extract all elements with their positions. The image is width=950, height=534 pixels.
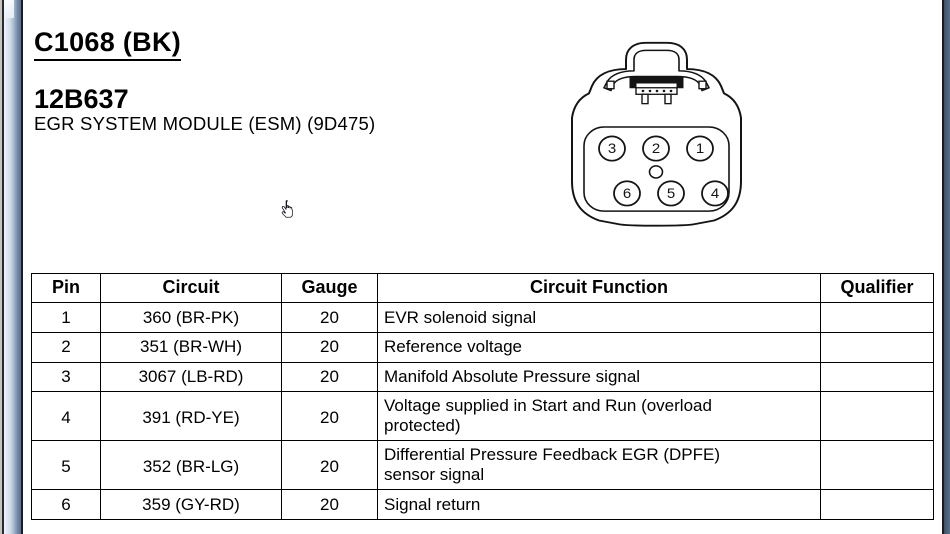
svg-text:5: 5 (667, 186, 675, 201)
svg-text:4: 4 (711, 186, 719, 201)
svg-text:6: 6 (623, 186, 631, 201)
svg-text:3: 3 (608, 142, 616, 157)
svg-text:2: 2 (652, 142, 660, 157)
svg-text:1: 1 (696, 142, 704, 157)
